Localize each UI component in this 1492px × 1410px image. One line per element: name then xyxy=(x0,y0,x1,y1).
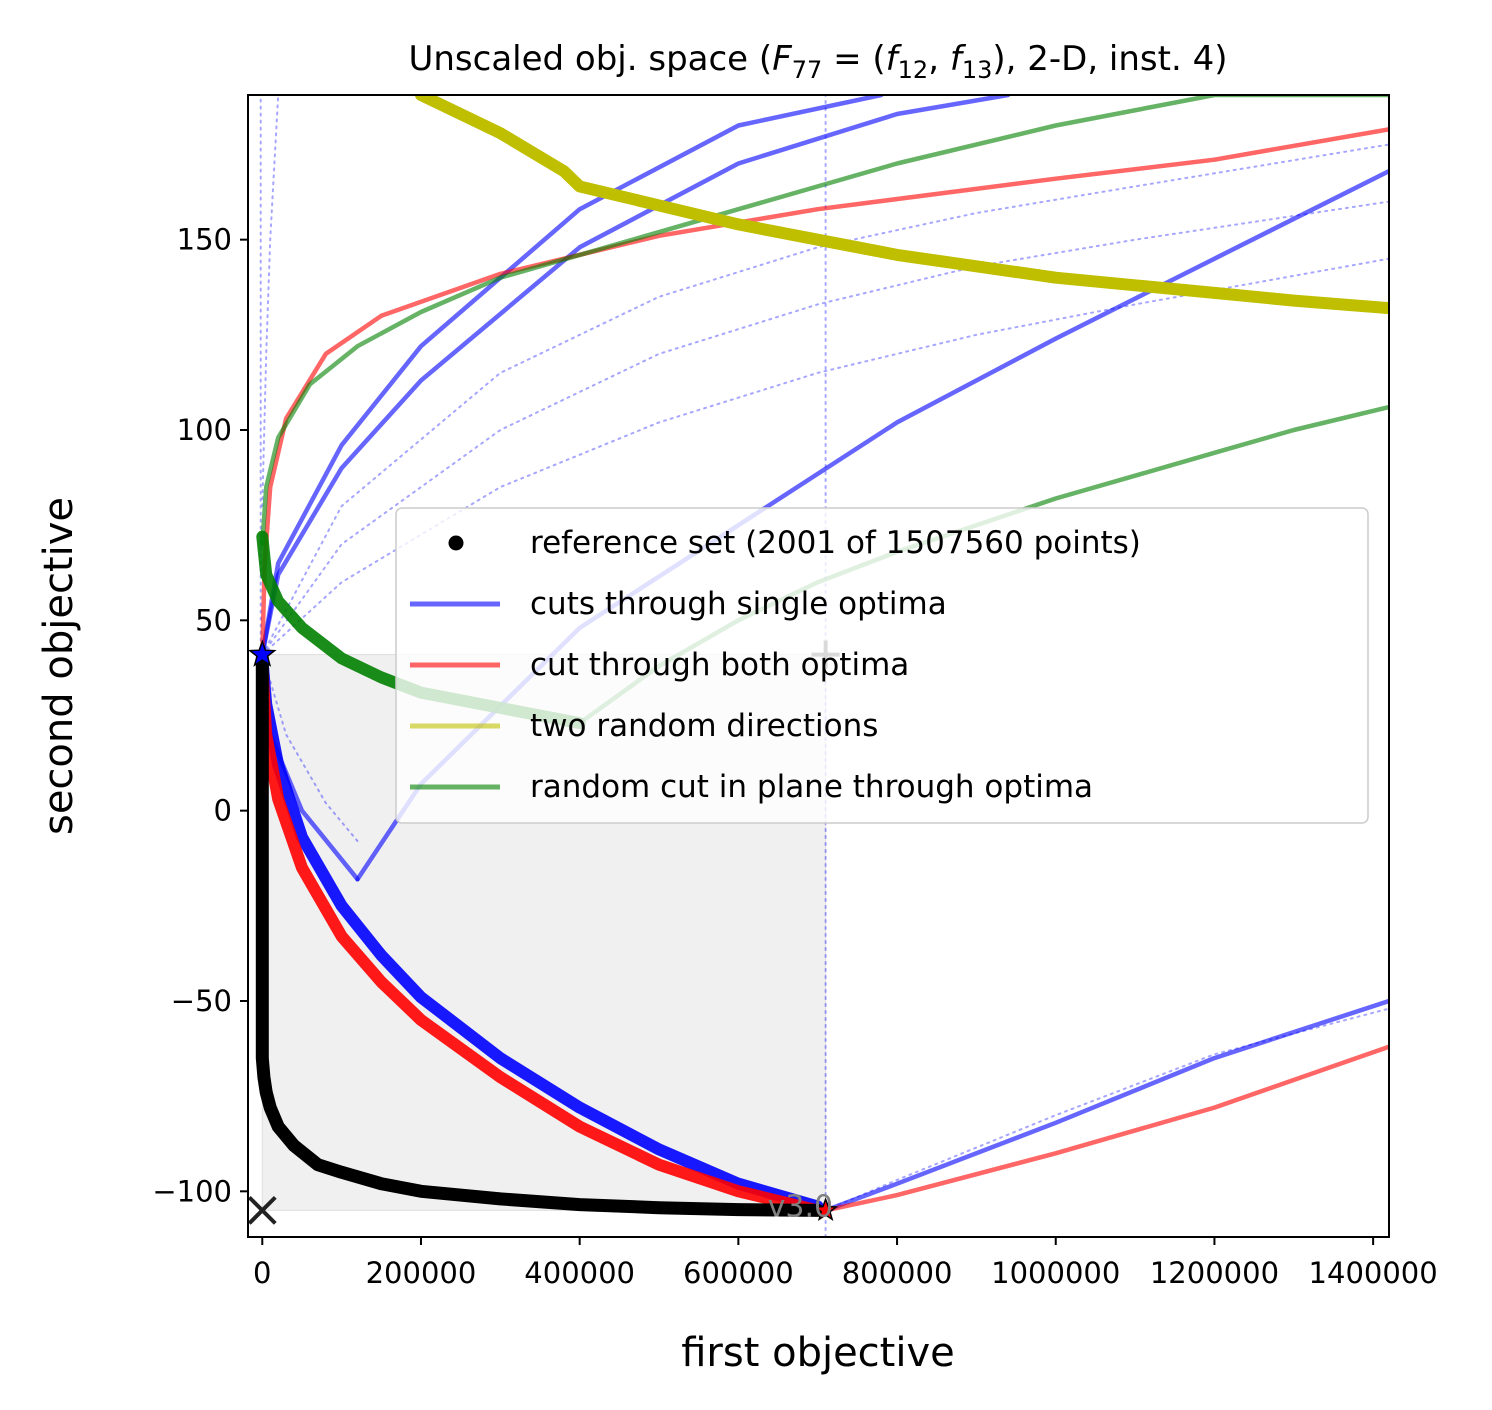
y-tick-label: 100 xyxy=(177,413,232,447)
y-tick-label: 0 xyxy=(214,794,232,828)
series-plane-solid xyxy=(260,95,1389,547)
series-single-solid xyxy=(260,95,884,657)
legend-entry-label: cuts through single optima xyxy=(530,586,947,622)
series-single-solid xyxy=(260,95,1011,657)
series-single-dotted xyxy=(261,95,280,508)
legend-entry-label: two random directions xyxy=(530,708,878,744)
x-tick-label: 1000000 xyxy=(991,1256,1120,1290)
series-single-solid xyxy=(823,998,1389,1213)
x-tick-label: 400000 xyxy=(524,1256,635,1290)
x-tick-label: 1400000 xyxy=(1309,1256,1438,1290)
reference-set xyxy=(255,651,825,1217)
series-single-thick xyxy=(256,652,824,1213)
series-single-dotted xyxy=(824,1007,1389,1212)
optimum-1-star xyxy=(247,639,277,667)
y-axis-ticks: −100 −50 0 50 100 150 xyxy=(152,223,248,1208)
series-random-thick xyxy=(415,95,1389,315)
chart-title: Unscaled obj. space (F77 = (f12, f13), 2… xyxy=(408,39,1227,84)
version-label: v3.0 xyxy=(768,1189,833,1224)
ideal-point-marker xyxy=(247,1195,277,1225)
legend: reference set (2001 of 1507560 points) cu… xyxy=(395,507,1369,824)
y-tick-label: −50 xyxy=(171,984,232,1018)
legend-marker-dot xyxy=(448,535,464,551)
x-tick-label: 200000 xyxy=(366,1256,477,1290)
series-single-dotted xyxy=(261,653,359,843)
legend-entry-label: random cut in plane through optima xyxy=(530,769,1093,805)
y-tick-label: −100 xyxy=(152,1174,232,1208)
series-both-solid xyxy=(823,1044,1389,1213)
y-axis-label: second objective xyxy=(36,497,82,835)
series-single-dotted xyxy=(261,200,1389,656)
x-tick-label: 1200000 xyxy=(1150,1256,1279,1290)
x-tick-label: 600000 xyxy=(683,1256,794,1290)
x-axis-label: first objective xyxy=(681,1330,955,1376)
series-both-thick xyxy=(256,660,824,1217)
x-tick-label: 800000 xyxy=(842,1256,953,1290)
legend-entry-label: cut through both optima xyxy=(530,647,909,683)
series-both-solid xyxy=(260,127,1389,657)
plot-frame xyxy=(247,94,1390,1238)
series-single-dotted xyxy=(261,257,1389,656)
y-tick-label: 50 xyxy=(195,603,232,637)
legend-entry-label: reference set (2001 of 1507560 points) xyxy=(530,525,1141,561)
optimum-2-star xyxy=(813,1197,839,1222)
legend-box xyxy=(395,507,1369,824)
series-single-dotted xyxy=(261,143,1389,656)
x-axis-ticks: 0 200000 400000 600000 800000 1000000 1200000 1… xyxy=(253,1237,1438,1290)
y-tick-label: 150 xyxy=(177,223,232,257)
x-tick-label: 0 xyxy=(253,1256,271,1290)
